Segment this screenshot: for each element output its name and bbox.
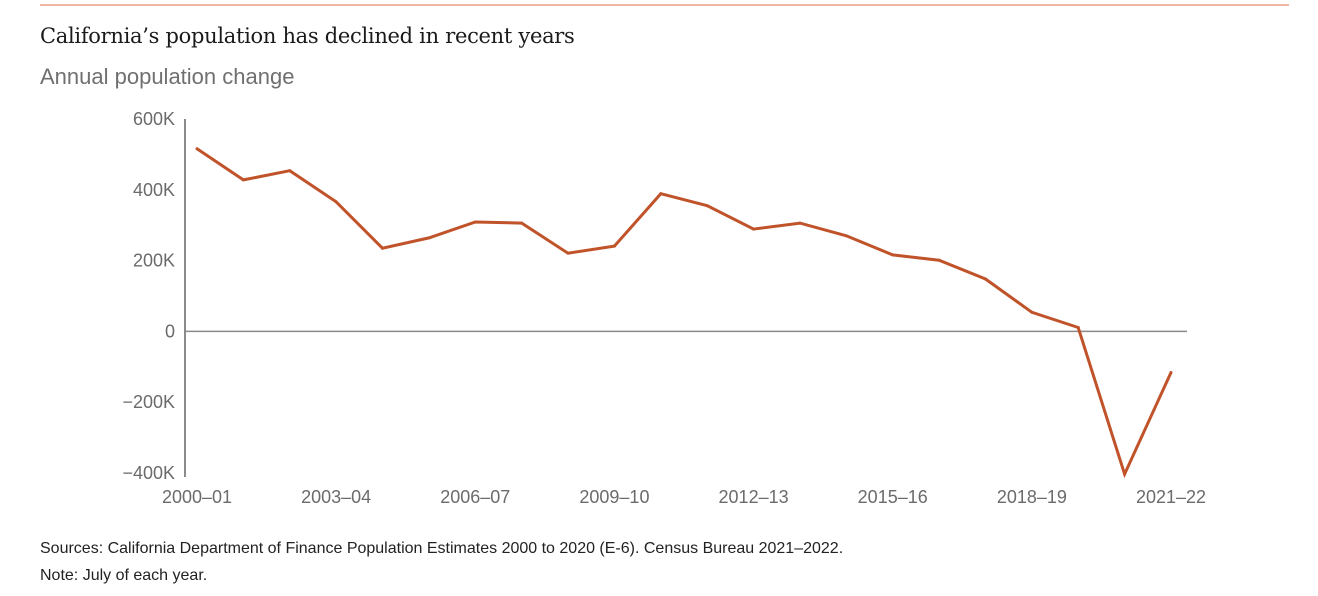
data-point-2000–01: [195, 147, 199, 151]
data-point-2006–07: [473, 220, 477, 224]
data-point-2003–04: [334, 200, 338, 204]
data-point-2017–18: [983, 277, 987, 281]
x-tick-label: 2021–22: [1136, 487, 1206, 507]
data-point-2008–09: [566, 251, 570, 255]
data-point-2021–22: [1169, 370, 1173, 374]
data-point-2007–08: [520, 221, 524, 225]
x-tick-label: 2006–07: [440, 487, 510, 507]
data-point-2009–10: [612, 244, 616, 248]
data-point-2013–14: [798, 221, 802, 225]
data-point-2018–19: [1030, 310, 1034, 314]
data-point-2001–02: [241, 178, 245, 182]
y-tick-label: 600K: [133, 109, 175, 129]
data-point-2015–16: [891, 253, 895, 257]
series-line-population-change: [196, 147, 1173, 479]
data-point-2016–17: [937, 258, 941, 262]
top-divider: [40, 4, 1289, 6]
data-point-2012–13: [752, 227, 756, 231]
y-tick-label: 400K: [133, 180, 175, 200]
y-tick-label: −200K: [122, 392, 175, 412]
x-tick-label: 2009–10: [579, 487, 649, 507]
footnote: Note: July of each year.: [40, 567, 208, 584]
x-tick-label: 2000–01: [162, 487, 232, 507]
x-tick-label: 2012–13: [719, 487, 789, 507]
data-points: [195, 147, 1173, 476]
data-point-2004–05: [381, 246, 385, 250]
x-tick-label: 2003–04: [301, 487, 371, 507]
data-point-2020–21: [1123, 472, 1127, 476]
data-point-2014–15: [844, 234, 848, 238]
chart-title: California’s population has declined in …: [40, 24, 575, 48]
y-tick-label: 200K: [133, 251, 175, 271]
x-axis-ticks: 2000–01 2003–04 2006–07 2009–10 2012–13 2015–…: [162, 487, 1206, 507]
x-tick-label: 2015–16: [858, 487, 928, 507]
data-point-2010–11: [659, 192, 663, 196]
x-tick-label: 2018–19: [997, 487, 1067, 507]
y-tick-label: 0: [165, 321, 175, 341]
chart-subtitle: Annual population change: [40, 64, 295, 89]
data-point-2002–03: [288, 169, 292, 173]
sources-note: Sources: California Department of Financ…: [40, 540, 844, 557]
data-point-2005–06: [427, 236, 431, 240]
y-tick-label: −400K: [122, 463, 175, 483]
y-axis-ticks: 600K 400K 200K 0 −200K −400K: [122, 109, 175, 483]
data-point-2011–12: [705, 204, 709, 208]
data-point-2019–20: [1076, 326, 1080, 330]
